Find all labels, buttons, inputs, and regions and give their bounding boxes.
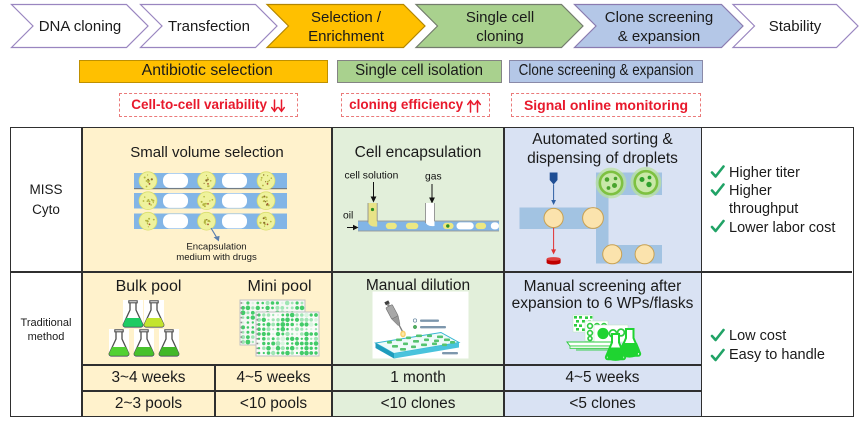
svg-text:Transfection: Transfection xyxy=(168,18,250,35)
svg-text:Selection /: Selection / xyxy=(311,9,382,26)
svg-text:Clone screening: Clone screening xyxy=(605,9,713,26)
svg-text:medium with drugs: medium with drugs xyxy=(176,252,257,263)
svg-text:cell solution: cell solution xyxy=(345,171,399,182)
svg-text:Stability: Stability xyxy=(769,18,822,35)
svg-text:cloning: cloning xyxy=(476,28,524,45)
svg-text:oil: oil xyxy=(343,211,353,222)
svg-text:Encapsulation: Encapsulation xyxy=(186,242,246,253)
svg-text:DNA cloning: DNA cloning xyxy=(39,18,122,35)
svg-text:& expansion: & expansion xyxy=(618,28,701,45)
svg-text:Single cell: Single cell xyxy=(466,9,534,26)
svg-text:Enrichment: Enrichment xyxy=(308,28,385,45)
svg-text:gas: gas xyxy=(425,172,442,183)
